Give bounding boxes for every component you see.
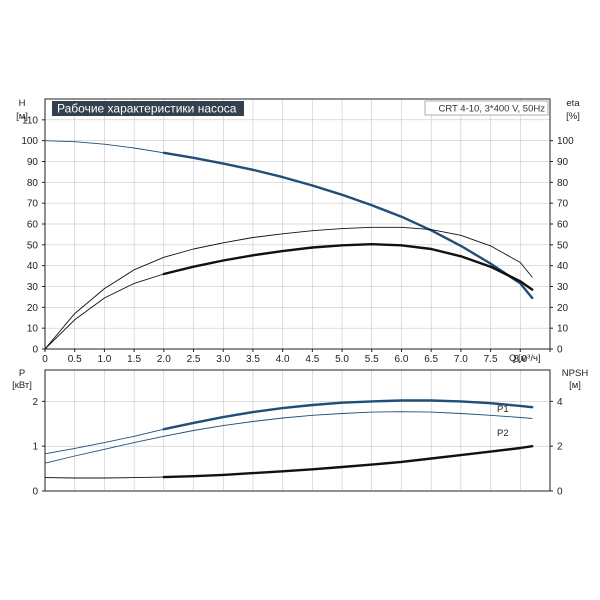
top-series-1-line: [44, 226, 533, 350]
x-tick-label: 5.5: [365, 354, 379, 365]
x-tick-label: 7.5: [484, 354, 498, 365]
y2-tick-label: 10: [557, 324, 569, 335]
y2-tick-label: 0: [557, 345, 563, 356]
y2-tick-label: 30: [557, 282, 569, 293]
x-axis-label-q: Q: [509, 353, 516, 364]
x-tick-label: 5.0: [335, 354, 349, 365]
y-tick-label: 2: [32, 397, 38, 408]
x-tick-label: 4.0: [276, 354, 290, 365]
top-series-2-line: [44, 273, 165, 350]
y2-tick-label: 20: [557, 303, 569, 314]
x-tick-label: 8.0: [513, 354, 527, 365]
y-axis-unit-h: [м]: [16, 111, 28, 122]
y2-tick-label: 60: [557, 220, 569, 231]
x-tick-label: 2.0: [157, 354, 171, 365]
x-tick-label: 7.0: [454, 354, 468, 365]
x-tick-label: 3.5: [246, 354, 260, 365]
x-tick-label: 4.5: [305, 354, 319, 365]
y-tick-label: 110: [22, 115, 38, 126]
x-tick-label: 3.0: [216, 354, 230, 365]
y-tick-label: 1: [32, 442, 38, 453]
series-label-p1: P1: [497, 404, 509, 415]
x-tick-label: 6.0: [395, 354, 409, 365]
y2-tick-label: 0: [557, 487, 563, 498]
y2-tick-label: 80: [557, 178, 569, 189]
bottom-series-0-line: [162, 399, 534, 431]
series-label-p2: P2: [497, 428, 509, 439]
y-tick-label: 60: [27, 220, 39, 231]
y2-tick-label: 70: [557, 199, 569, 210]
y-tick-label: 70: [27, 199, 39, 210]
top-series-2-line: [162, 243, 534, 291]
y2-tick-label: 100: [557, 136, 574, 147]
y-tick-label: 20: [27, 303, 39, 314]
y-tick-label: 50: [27, 240, 39, 251]
bottom-panel-curves: [44, 399, 534, 479]
chart-subtitle: CRT 4-10, 3*400 V, 50Hz: [438, 104, 545, 115]
y2-tick-label: 4: [557, 397, 563, 408]
x-tick-label: 0: [42, 354, 48, 365]
y-tick-label: 40: [27, 261, 39, 272]
x-tick-label: 6.5: [424, 354, 438, 365]
y-axis-label-h: H: [19, 98, 26, 109]
y-tick-label: 90: [27, 157, 39, 168]
y-axis-label-p: P: [19, 368, 25, 379]
y-tick-label: 0: [32, 345, 38, 356]
y-tick-label: 10: [27, 324, 39, 335]
top-panel-ticks: 0 0.5 1.0 1.5 2.0 2.5 3.0 3.5 4.0 4.5 5.0 5.5 6.0 6.5…: [21, 115, 574, 365]
top-panel-curves: [44, 140, 534, 350]
y2-axis-unit-eta: [%]: [566, 111, 580, 122]
y-axis-unit-p: [кВт]: [12, 380, 32, 391]
chart-title: Рабочие характеристики насоса: [57, 102, 237, 116]
bottom-panel-grid: [45, 370, 550, 491]
y2-axis-label-eta: eta: [566, 98, 580, 109]
x-tick-label: 1.0: [97, 354, 111, 365]
bottom-series-2-line: [44, 476, 165, 479]
y2-axis-label-npsh: NPSH: [562, 368, 589, 379]
bottom-series-2-line: [162, 445, 534, 479]
y2-axis-unit-npsh: [м]: [569, 380, 581, 391]
bottom-panel-ticks: 0 1 2 0 2 4: [32, 397, 563, 498]
chart-subtitle-box: [424, 100, 549, 116]
bottom-panel-frame: [44, 369, 551, 492]
top-series-0-line: [162, 151, 534, 300]
x-axis-unit-q: [м³/ч]: [518, 353, 541, 364]
y2-tick-label: 50: [557, 240, 569, 251]
x-tick-label: 2.5: [187, 354, 201, 365]
y-tick-label: 0: [32, 487, 38, 498]
chart-title-box: [52, 101, 244, 116]
y-tick-label: 80: [27, 178, 39, 189]
top-panel-grid: [45, 99, 550, 349]
bottom-series-1-line: [44, 411, 533, 464]
y2-tick-label: 40: [557, 261, 569, 272]
x-tick-label: 0.5: [68, 354, 82, 365]
x-tick-label: 1.5: [127, 354, 141, 365]
y-tick-label: 30: [27, 282, 39, 293]
y-tick-label: 100: [21, 136, 38, 147]
top-series-0-line: [44, 140, 165, 154]
y2-tick-label: 90: [557, 157, 569, 168]
y2-tick-label: 2: [557, 442, 563, 453]
bottom-series-0-line: [44, 428, 165, 455]
